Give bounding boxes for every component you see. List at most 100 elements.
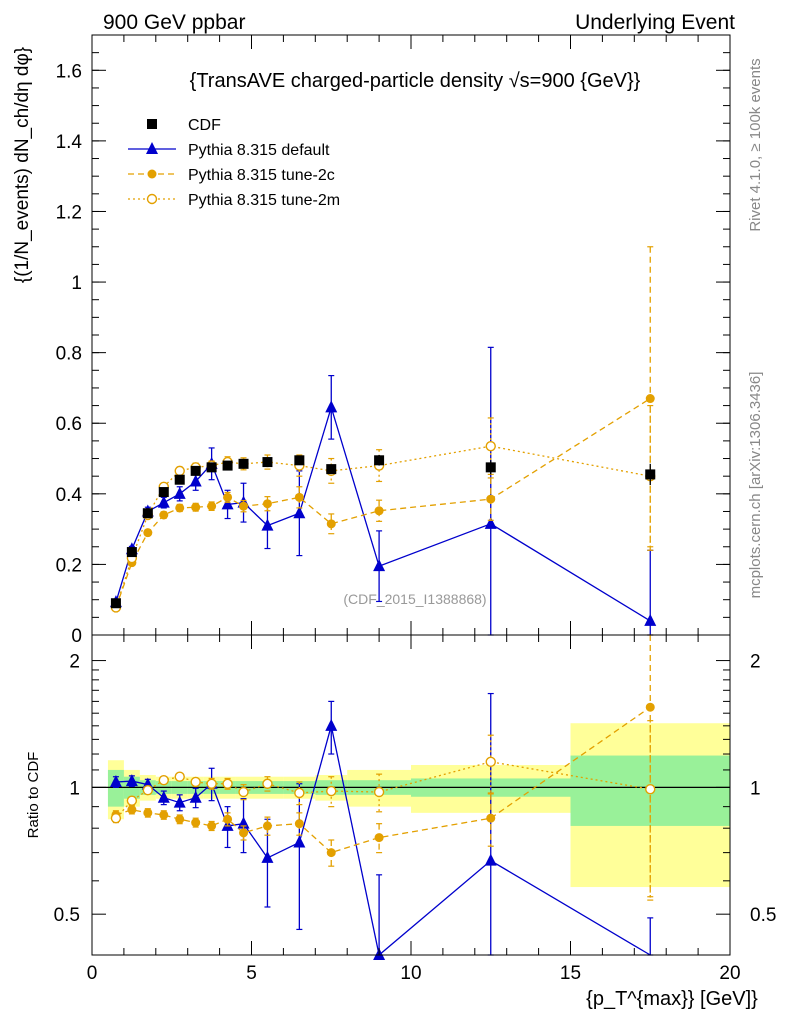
header-left: 900 GeV ppbar (103, 11, 245, 34)
main-y-tick-label: 1.4 (56, 132, 83, 153)
main-cdf-point (174, 474, 185, 485)
main-cdf-point (222, 460, 233, 471)
main-cdf-point (190, 465, 201, 476)
main-cdf-point (142, 508, 153, 519)
legend-item: Pythia 8.315 tune-2m (128, 192, 340, 209)
x-tick-label: 5 (246, 963, 257, 984)
legend-item: Pythia 8.315 default (128, 142, 330, 159)
main-pythia-8-315-default-point (261, 518, 274, 531)
main-pythia-8-315-tune-2c-point (223, 492, 233, 502)
main-pythia-8-315-tune-2c-point (262, 499, 272, 509)
x-tick-label: 0 (87, 963, 98, 984)
main-cdf-point (238, 458, 249, 469)
ratio-pythia-8-315-tune-2m-point (485, 756, 496, 768)
ratio-y-tick-label-right: 2 (750, 652, 761, 673)
ratio-panel: 0.5 0.51 12 20 5 10 15 20 Ratio to CDF {p_T^{ma… (25, 634, 776, 1010)
main-pythia-8-315-default-point (173, 486, 186, 499)
ratio-bands (92, 723, 730, 888)
x-tick-label: 10 (400, 963, 421, 984)
main-pythia-8-315-default-line (115, 405, 651, 622)
ratio-pythia-8-315-default-point (109, 774, 122, 787)
main-pythia-8-315-tune-2c-point (374, 506, 384, 516)
ratio-pythia-8-315-tune-2m-point (206, 778, 217, 789)
ratio-y-tick-label: 2 (69, 652, 80, 673)
main-pythia-8-315-default-point (373, 559, 386, 572)
side-label-bottom: mcplots.cern.ch [arXiv:1306.3436] (747, 372, 764, 599)
ratio-pythia-8-315-tune-2m-series (110, 720, 656, 901)
main-pythia-8-315-default-point (644, 613, 657, 626)
ratio-pythia-8-315-tune-2m-point (142, 784, 154, 796)
main-cdf-series (110, 455, 656, 609)
ratio-ticks: 0.5 0.51 12 20 5 10 15 20 (54, 635, 776, 984)
legend-point (147, 169, 157, 179)
main-cdf-point (326, 464, 337, 475)
main-series-layer (109, 246, 657, 636)
ratio-pythia-8-315-default-point (261, 850, 274, 863)
main-cdf-point (110, 598, 121, 609)
main-ticks: 0 0.2 0.4 0.6 0.8 1 1.2 1.4 1.6 (56, 35, 731, 647)
main-cdf-point (645, 469, 656, 480)
ratio-pythia-8-315-default-point (125, 774, 138, 787)
ratio-pythia-8-315-tune-2m-point (158, 774, 169, 786)
main-y-tick-label: 0.6 (56, 414, 82, 435)
main-cdf-point (485, 462, 496, 473)
main-y-tick-label: 1.6 (56, 61, 82, 82)
main-y-tick-label: 1.2 (56, 202, 82, 223)
ratio-pythia-8-315-tune-2m-point (373, 786, 385, 798)
ratio-pythia-8-315-tune-2m-point (262, 778, 273, 789)
main-pythia-8-315-default-point (325, 400, 338, 413)
x-axis-label: {p_T^{max}} [GeV]} (586, 988, 758, 1010)
main-pythia-8-315-tune-2c-point (159, 510, 169, 520)
ratio-pythia-8-315-tune-2c-point (486, 813, 496, 823)
ratio-series-layer (109, 634, 656, 960)
main-cdf-point (294, 455, 305, 466)
main-cdf-point (262, 457, 273, 468)
ratio-pythia-8-315-tune-2m-point (110, 812, 122, 824)
ratio-y-tick-label: 0.5 (54, 905, 80, 926)
legend-label: Pythia 8.315 tune-2m (188, 192, 340, 209)
main-y-tick-label: 1 (71, 273, 82, 294)
source-annotation: (CDF_2015_I1388868) (343, 591, 486, 607)
main-cdf-point (374, 455, 385, 466)
main-pythia-8-315-tune-2m-point (174, 465, 185, 477)
main-pythia-8-315-default-point (293, 506, 306, 519)
ratio-pythia-8-315-default-line (115, 725, 651, 957)
legend: CDF Pythia 8.315 default Pythia 8.315 tune… (128, 117, 340, 209)
main-pythia-8-315-default-point (221, 497, 234, 510)
main-pythia-8-315-tune-2c-point (207, 501, 217, 511)
ratio-pythia-8-315-tune-2m-point (326, 785, 337, 797)
ratio-y-axis-label: Ratio to CDF (25, 752, 42, 839)
ratio-pythia-8-315-tune-2c-point (294, 819, 304, 829)
ratio-pythia-8-315-tune-2c-point (127, 805, 137, 815)
main-pythia-8-315-tune-2c-point (645, 394, 655, 404)
x-tick-label: 20 (719, 963, 740, 984)
ratio-pythia-8-315-tune-2c-point (143, 808, 153, 818)
header-right: Underlying Event (575, 11, 735, 34)
ratio-pythia-8-315-tune-2c-point (239, 828, 249, 838)
legend-point (146, 142, 158, 154)
main-pythia-8-315-tune-2c-point (294, 492, 304, 502)
main-pythia-8-315-tune-2c-point (143, 528, 153, 538)
ratio-pythia-8-315-tune-2c-point (207, 821, 217, 831)
ratio-pythia-8-315-default-point (157, 790, 170, 803)
ratio-y-tick-label-right: 0.5 (750, 905, 776, 926)
ratio-pythia-8-315-tune-2m-point (222, 778, 233, 789)
x-tick-label: 15 (560, 963, 581, 984)
ratio-pythia-8-315-tune-2c-point (191, 818, 201, 828)
main-pythia-8-315-tune-2c-point (326, 519, 336, 529)
ratio-pythia-8-315-default-point (484, 853, 497, 866)
main-pythia-8-315-tune-2c-point (175, 503, 185, 513)
main-pythia-8-315-tune-2c-point (486, 494, 496, 504)
main-pythia-8-315-tune-2c-series (111, 246, 655, 612)
legend-item: CDF (147, 117, 221, 134)
ratio-y-tick-label-right: 1 (750, 778, 761, 799)
main-title: {TransAVE charged-particle density √s=90… (190, 70, 641, 92)
ratio-pythia-8-315-tune-2c-point (645, 702, 655, 712)
ratio-pythia-8-315-tune-2c-point (159, 810, 169, 820)
ratio-y-tick-label: 1 (69, 778, 80, 799)
main-y-tick-label: 0.2 (56, 555, 82, 576)
ratio-pythia-8-315-tune-2m-point (174, 771, 185, 782)
ratio-pythia-8-315-tune-2m-point (294, 787, 305, 799)
ratio-pythia-8-315-tune-2c-point (374, 833, 384, 843)
main-pythia-8-315-tune-2m-point (485, 440, 496, 452)
